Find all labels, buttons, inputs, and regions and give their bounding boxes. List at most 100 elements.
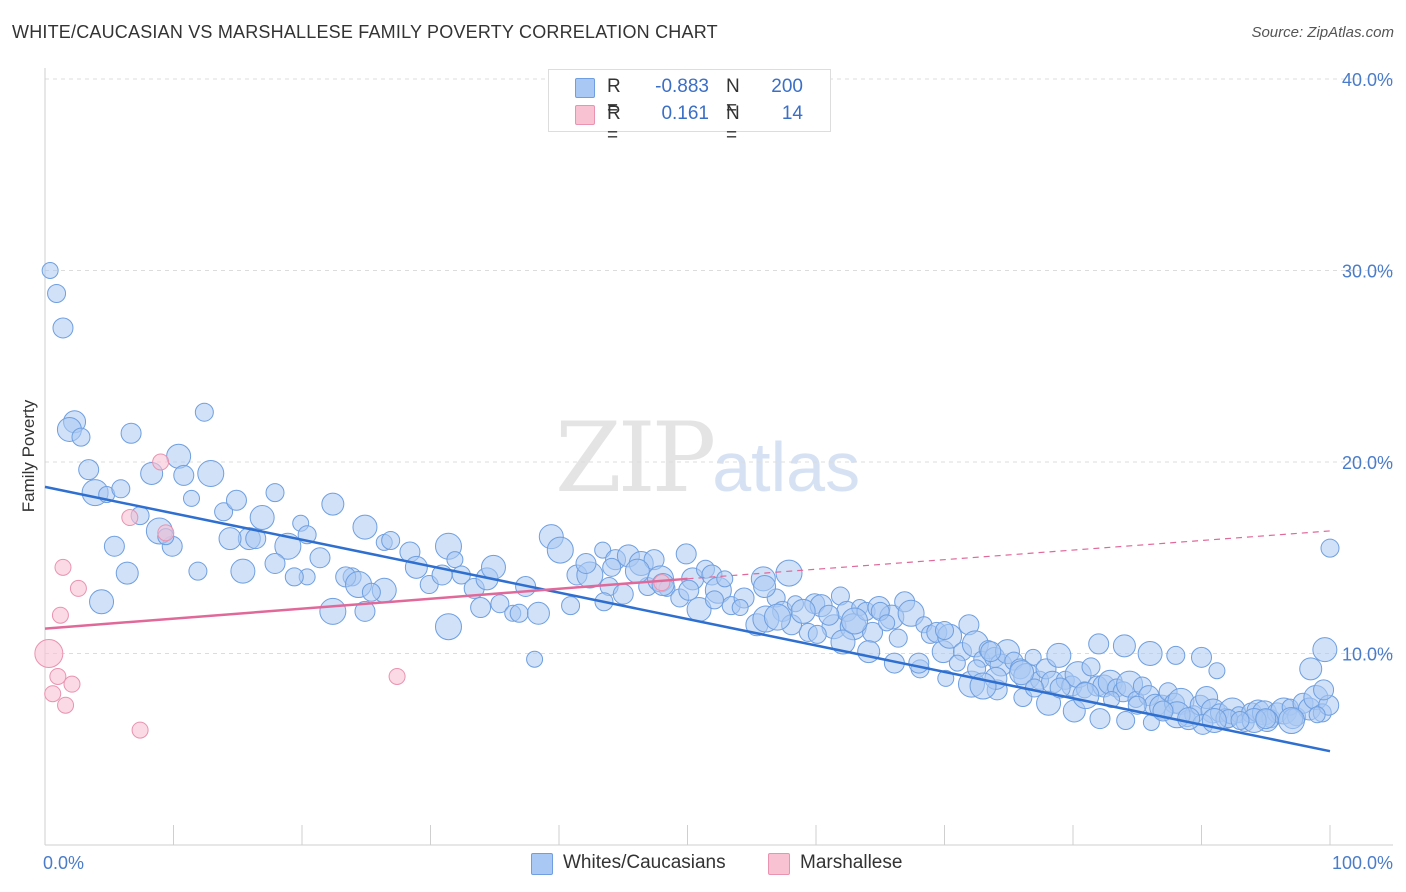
- data-point-whites: [908, 652, 930, 674]
- data-point-whites: [404, 555, 428, 579]
- data-point-whites: [1230, 711, 1250, 731]
- data-point-whites: [841, 607, 869, 635]
- data-point-marshallese: [34, 639, 64, 668]
- data-point-marshallese: [44, 685, 62, 703]
- data-point-whites: [790, 598, 816, 624]
- legend-swatch-marshallese: [575, 105, 595, 125]
- data-point-whites: [1255, 708, 1277, 730]
- data-point-whites: [490, 594, 510, 614]
- data-point-whites: [1036, 690, 1062, 716]
- y-tick-label: 30.0%: [1342, 262, 1393, 282]
- data-point-whites: [194, 402, 214, 422]
- data-point-whites: [41, 262, 59, 279]
- data-point-whites: [230, 558, 256, 584]
- data-point-whites: [265, 483, 285, 503]
- legend-swatch-whites: [575, 78, 595, 98]
- data-point-whites: [509, 603, 529, 623]
- data-point-whites: [188, 561, 208, 581]
- legend-n-value: 14: [781, 103, 803, 124]
- data-point-whites: [526, 601, 550, 625]
- data-point-whites: [1081, 657, 1101, 677]
- data-point-whites: [1009, 660, 1035, 686]
- bottom-legend-swatch-marshallese: [768, 853, 790, 875]
- data-point-marshallese: [131, 721, 149, 739]
- data-point-whites: [753, 574, 777, 598]
- data-point-whites: [225, 489, 247, 511]
- data-point-marshallese: [653, 574, 671, 592]
- correlation-legend: R = -0.883 N = 200 R = 0.161 N = 14: [548, 69, 831, 146]
- bottom-legend-swatch-whites: [531, 853, 553, 875]
- data-point-whites: [1088, 633, 1110, 655]
- data-point-whites: [284, 567, 304, 587]
- data-point-whites: [624, 558, 650, 584]
- data-point-whites: [1320, 538, 1340, 558]
- data-point-whites: [1024, 648, 1042, 666]
- data-point-whites: [470, 597, 492, 619]
- x-tick-label: 0.0%: [43, 853, 84, 873]
- data-point-whites: [675, 543, 697, 565]
- data-point-whites: [704, 590, 724, 610]
- y-tick-label: 20.0%: [1342, 453, 1393, 473]
- data-point-whites: [546, 536, 574, 564]
- data-point-whites: [935, 621, 954, 641]
- data-point-whites: [434, 613, 462, 641]
- data-point-whites: [274, 532, 302, 560]
- data-point-marshallese: [49, 667, 67, 685]
- y-tick-label: 40.0%: [1342, 70, 1393, 90]
- data-point-whites: [937, 669, 955, 687]
- data-point-whites: [888, 628, 908, 648]
- data-point-whites: [561, 596, 581, 616]
- data-point-whites: [878, 614, 896, 632]
- data-point-whites: [89, 589, 115, 615]
- data-point-whites: [381, 531, 401, 551]
- data-point-marshallese: [69, 579, 87, 597]
- data-point-whites: [807, 624, 827, 644]
- data-point-whites: [173, 464, 195, 486]
- data-point-marshallese: [54, 558, 72, 576]
- chart-title: WHITE/CAUCASIAN VS MARSHALLESE FAMILY PO…: [12, 22, 718, 42]
- data-point-whites: [319, 597, 347, 625]
- legend-n-label: N =: [726, 76, 740, 119]
- data-point-whites: [1299, 657, 1323, 681]
- data-point-whites: [731, 599, 749, 617]
- data-point-marshallese: [157, 524, 175, 542]
- watermark-zip: ZIP: [555, 402, 716, 514]
- data-point-whites: [1046, 642, 1072, 668]
- data-point-marshallese: [152, 453, 170, 471]
- data-point-whites: [103, 535, 125, 557]
- trend-line-whites: [44, 485, 1331, 753]
- data-point-whites: [166, 443, 192, 469]
- data-point-whites: [1177, 707, 1201, 731]
- data-point-whites: [830, 629, 856, 655]
- legend-r-value: 0.161: [661, 103, 709, 124]
- data-point-whites: [1208, 662, 1226, 680]
- data-point-whites: [249, 505, 275, 531]
- data-point-whites: [1112, 634, 1136, 658]
- data-point-whites: [214, 502, 234, 522]
- data-point-whites: [1116, 711, 1136, 731]
- data-point-whites: [47, 283, 67, 303]
- data-point-whites: [111, 479, 131, 499]
- data-point-whites: [526, 650, 544, 668]
- data-point-whites: [1191, 646, 1212, 668]
- data-point-whites: [818, 604, 840, 626]
- data-point-whites: [245, 528, 267, 550]
- data-point-marshallese: [63, 675, 81, 693]
- legend-n-label: N =: [726, 103, 740, 146]
- data-point-whites: [1277, 707, 1305, 735]
- trend-line-marshallese: [44, 577, 688, 630]
- data-point-whites: [480, 554, 506, 580]
- data-point-whites: [775, 559, 803, 587]
- data-point-whites: [352, 514, 378, 540]
- data-point-whites: [716, 570, 734, 588]
- legend-r-value: -0.883: [655, 76, 709, 97]
- watermark: ZIPatlas: [555, 402, 860, 514]
- data-point-whites: [602, 557, 622, 577]
- data-point-whites: [857, 640, 881, 664]
- data-point-whites: [446, 551, 464, 569]
- data-point-whites: [1089, 708, 1111, 730]
- data-point-whites: [354, 600, 376, 622]
- source-label: Source: ZipAtlas.com: [1251, 24, 1394, 41]
- data-point-whites: [1313, 679, 1335, 701]
- trend-line-marshallese-extension: [687, 530, 1331, 580]
